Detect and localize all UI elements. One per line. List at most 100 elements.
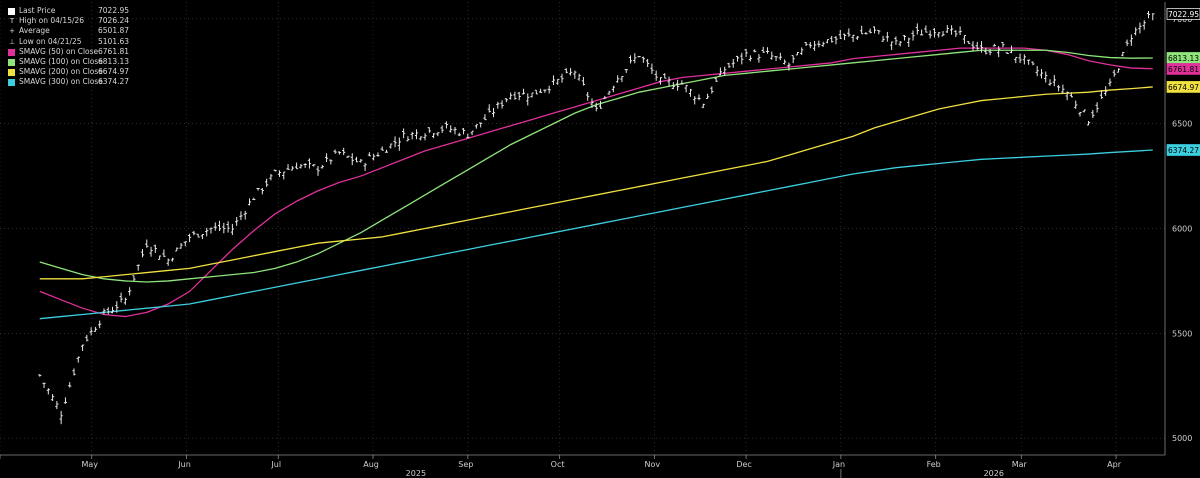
price-bar	[179, 242, 183, 249]
price-bar	[1152, 13, 1155, 21]
axis-value-text: 6674.97	[1168, 83, 1199, 92]
price-bar	[997, 46, 1001, 58]
legend-label: Last Price	[19, 6, 56, 15]
price-bar	[812, 40, 817, 51]
price-bar	[723, 66, 727, 76]
price-bar	[427, 127, 431, 133]
price-bar	[705, 93, 710, 99]
price-bar	[641, 56, 645, 63]
price-bar	[885, 31, 889, 42]
price-bar	[902, 35, 907, 41]
price-bar	[748, 55, 752, 62]
price-bar	[701, 103, 705, 109]
legend-value: 6761.81	[98, 46, 130, 56]
series-layer	[38, 10, 1155, 425]
price-bar	[868, 28, 872, 34]
price-bar	[76, 356, 80, 363]
legend-value: 6674.97	[98, 67, 130, 77]
y-tick-label: 5000	[1172, 434, 1192, 443]
price-bar	[962, 35, 967, 44]
legend-value: 6374.27	[98, 77, 130, 87]
price-bar	[402, 128, 406, 139]
price-bar	[303, 163, 307, 168]
price-bar	[80, 344, 85, 352]
price-bar	[128, 287, 132, 296]
price-bar	[590, 98, 594, 109]
price-bar	[235, 216, 239, 226]
price-bar	[1104, 86, 1108, 96]
price-bar	[1001, 42, 1005, 48]
price-bar	[72, 368, 76, 376]
price-bar	[710, 86, 714, 94]
price-bar	[115, 301, 119, 313]
y-tick-label: 6500	[1172, 120, 1192, 129]
price-bar	[307, 158, 312, 169]
price-bar	[1014, 56, 1018, 64]
price-bar	[119, 292, 123, 303]
price-bar	[239, 211, 243, 221]
price-bar	[795, 51, 800, 56]
price-bar	[530, 92, 534, 98]
price-bar	[765, 47, 770, 54]
price-bar	[470, 130, 474, 136]
price-bar	[658, 77, 663, 85]
price-bar	[744, 48, 748, 57]
average-marker-icon: +	[9, 27, 15, 36]
price-bar	[192, 230, 196, 236]
x-tick-label: Sep	[458, 460, 473, 469]
price-bar	[282, 171, 286, 180]
price-bar	[205, 227, 209, 237]
price-bar	[196, 233, 200, 238]
price-bar	[872, 26, 877, 34]
price-bar	[222, 222, 226, 234]
x-year-label: 2025	[406, 469, 426, 478]
price-bar	[851, 34, 855, 42]
price-bar	[406, 136, 410, 142]
price-bar	[59, 410, 63, 425]
price-bar	[1065, 91, 1069, 101]
price-bar	[256, 187, 260, 191]
price-bar	[140, 249, 145, 258]
axis-value-label: 6374.27	[1166, 144, 1200, 156]
price-bar	[1069, 92, 1074, 98]
price-bar	[175, 247, 179, 252]
price-bar	[226, 221, 230, 233]
axis-value-label: 6674.97	[1166, 81, 1200, 93]
price-bar	[941, 30, 945, 37]
price-bar	[158, 255, 162, 260]
price-bar	[551, 75, 556, 85]
price-bar	[1091, 109, 1095, 119]
price-bar	[967, 41, 971, 45]
price-bar	[423, 133, 427, 141]
price-bar	[577, 73, 581, 81]
price-bar	[594, 102, 598, 112]
legend-swatch	[8, 79, 15, 87]
price-bar	[688, 88, 693, 97]
price-bar	[1108, 78, 1112, 87]
price-bar	[166, 258, 170, 266]
price-bar	[979, 41, 984, 53]
price-bar	[449, 125, 453, 133]
price-bar	[453, 126, 457, 135]
price-bar	[487, 104, 491, 113]
price-bar	[316, 166, 320, 176]
price-bar	[132, 275, 136, 281]
price-bar	[735, 55, 740, 62]
axis-value-label: 7022.95	[1166, 8, 1200, 20]
price-bar	[860, 25, 864, 35]
price-bar	[667, 76, 671, 87]
price-bar	[252, 197, 256, 201]
price-bar	[731, 58, 735, 68]
price-bar	[915, 23, 919, 35]
price-bar	[496, 101, 500, 109]
legend-swatch	[8, 58, 15, 66]
price-bar	[568, 68, 573, 76]
price-bar	[389, 143, 393, 149]
price-bar	[277, 170, 282, 177]
price-bar	[637, 56, 641, 58]
legend-value: 6501.87	[98, 26, 130, 36]
legend-value: 6813.13	[98, 56, 130, 66]
legend-swatch	[8, 69, 15, 77]
price-bar	[714, 77, 718, 82]
